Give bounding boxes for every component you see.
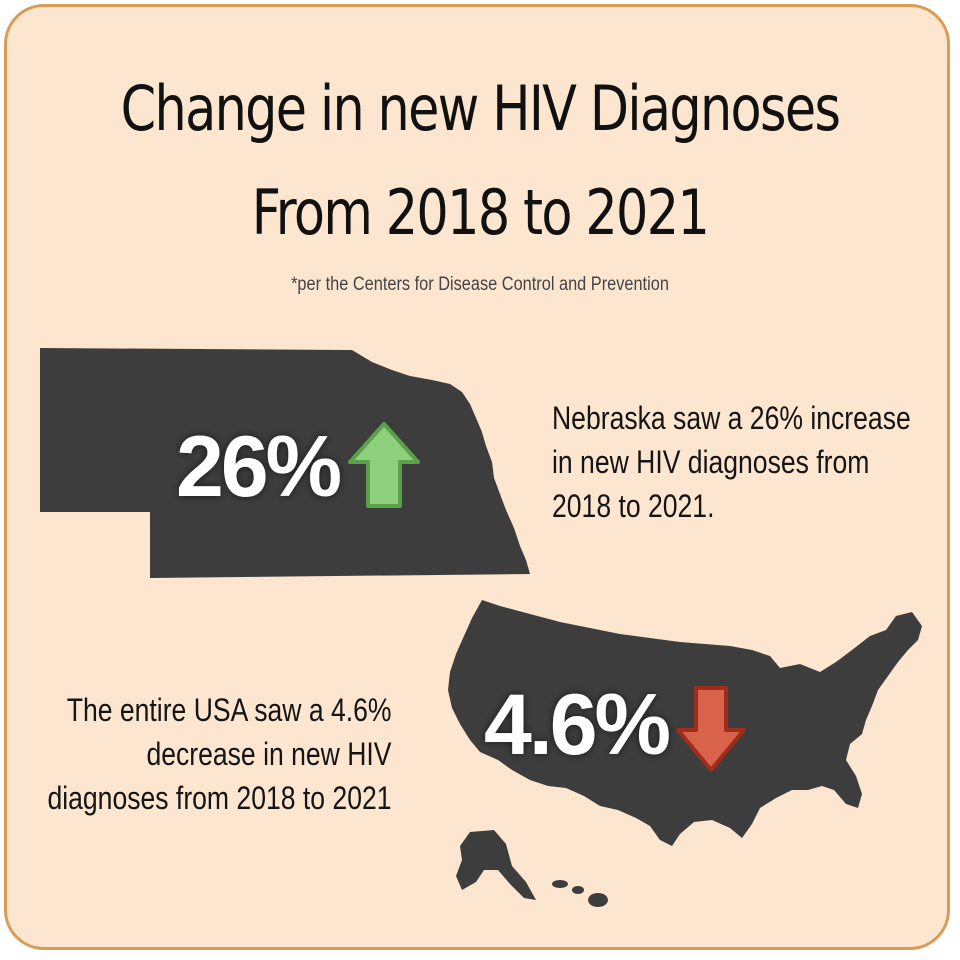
arrow-down-icon bbox=[676, 686, 746, 772]
usa-description-line: decrease in new HIV bbox=[146, 736, 392, 772]
nebraska-stat: 26% bbox=[176, 419, 341, 515]
usa-description-line: The entire USA saw a 4.6% bbox=[67, 692, 392, 728]
nebraska-map-shape bbox=[40, 348, 530, 578]
nebraska-description-line: 2018 to 2021. bbox=[552, 488, 715, 524]
nebraska-description-line: in new HIV diagnoses from bbox=[552, 444, 870, 480]
source-note: *per the Centers for Disease Control and… bbox=[291, 274, 669, 295]
usa-description: The entire USA saw a 4.6% decrease in ne… bbox=[48, 688, 392, 820]
usa-description-line: diagnoses from 2018 to 2021 bbox=[47, 780, 392, 816]
nebraska-description-line: Nebraska saw a 26% increase bbox=[552, 400, 911, 436]
nebraska-description: Nebraska saw a 26% increase in new HIV d… bbox=[552, 396, 911, 528]
hawaii-map-shape bbox=[552, 880, 608, 907]
usa-map-shape bbox=[448, 600, 922, 846]
alaska-map-shape bbox=[456, 830, 536, 900]
title-line-1: Change in new HIV Diagnoses bbox=[120, 72, 841, 145]
usa-stat: 4.6% bbox=[484, 677, 670, 773]
arrow-up-icon bbox=[348, 422, 420, 508]
title-line-2: From 2018 to 2021 bbox=[251, 176, 710, 249]
